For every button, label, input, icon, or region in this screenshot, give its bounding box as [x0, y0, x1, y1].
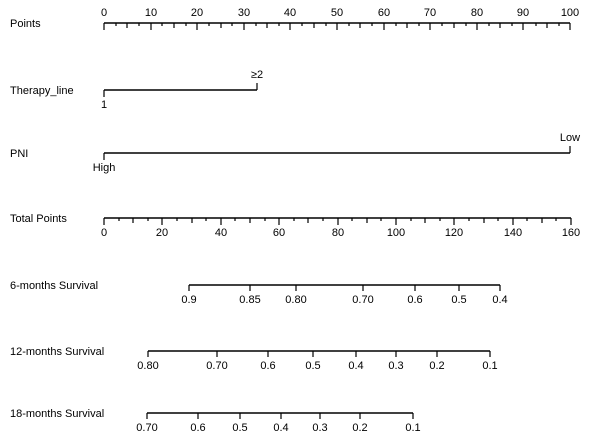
points-axis-tick-label: 40 [284, 7, 296, 19]
therapy-line-axis-title: Therapy_line [10, 85, 74, 97]
points-axis-tick-label: 90 [517, 7, 529, 19]
points-axis-tick-label: 20 [191, 7, 203, 19]
total-points-axis-tick-label: 80 [332, 227, 344, 239]
survival-18-months-axis-tick-label: 0.4 [273, 422, 288, 434]
points-axis-tick-label: 50 [331, 7, 343, 19]
therapy-line-axis-tick-label: ≥2 [251, 69, 263, 81]
survival-12-months-axis-row: 12-months Survival 0.80 0.70 0.6 0.5 0.4 0.3 0.… [10, 346, 498, 372]
therapy-line-axis-tick-label: 1 [101, 99, 107, 111]
total-points-axis-tick-label: 100 [387, 227, 405, 239]
total-points-axis-tick-label: 0 [101, 227, 107, 239]
pni-axis-tick-label: High [93, 162, 116, 174]
survival-12-months-axis-tick-label: 0.2 [429, 360, 444, 372]
points-axis-tick-label: 10 [145, 7, 157, 19]
survival-6-months-axis-tick-label: 0.85 [239, 294, 260, 306]
points-axis-title: Points [10, 18, 41, 30]
survival-6-months-axis-tick-label: 0.70 [352, 294, 373, 306]
total-points-axis-tick-label: 120 [445, 227, 463, 239]
points-axis-tick-label: 60 [378, 7, 390, 19]
total-points-axis-tick-label: 40 [215, 227, 227, 239]
total-points-axis-row: Total Points 0 20 40 60 80 100 120 140 160 [10, 213, 580, 239]
total-points-axis-title: Total Points [10, 213, 67, 225]
survival-18-months-axis-tick-label: 0.70 [136, 422, 157, 434]
survival-12-months-axis-tick-label: 0.3 [388, 360, 403, 372]
survival-6-months-axis-tick-label: 0.4 [492, 294, 507, 306]
survival-12-months-axis-tick-label: 0.70 [206, 360, 227, 372]
survival-12-months-axis-tick-label: 0.1 [482, 360, 497, 372]
survival-6-months-axis-tick-label: 0.6 [407, 294, 422, 306]
points-axis-row: Points 0 10 20 30 40 50 60 70 80 90 100 [10, 7, 579, 30]
survival-18-months-axis-tick-label: 0.3 [312, 422, 327, 434]
survival-6-months-axis-tick-label: 0.9 [181, 294, 196, 306]
points-axis-tick-label: 100 [561, 7, 579, 19]
total-points-axis-tick-label: 140 [504, 227, 522, 239]
survival-18-months-axis-row: 18-months Survival 0.70 0.6 0.5 0.4 0.3 0.2 0.1 [10, 408, 421, 434]
total-points-axis-tick-label: 20 [156, 227, 168, 239]
therapy-line-axis-row: Therapy_line 1 ≥2 [10, 69, 263, 111]
pni-axis-tick-label: Low [560, 132, 580, 144]
total-points-axis-tick-label: 60 [273, 227, 285, 239]
survival-18-months-axis-tick-label: 0.1 [405, 422, 420, 434]
points-axis-tick-label: 80 [471, 7, 483, 19]
survival-6-months-axis-tick-label: 0.5 [451, 294, 466, 306]
survival-18-months-axis-title: 18-months Survival [10, 408, 104, 420]
survival-6-months-axis-tick-label: 0.80 [285, 294, 306, 306]
total-points-axis-tick-label: 160 [562, 227, 580, 239]
survival-6-months-axis-row: 6-months Survival 0.9 0.85 0.80 0.70 0.6 0.5 0.… [10, 280, 508, 306]
points-axis-tick-label: 70 [424, 7, 436, 19]
pni-axis-title: PNI [10, 148, 28, 160]
survival-12-months-axis-title: 12-months Survival [10, 346, 104, 358]
survival-12-months-axis-tick-label: 0.5 [305, 360, 320, 372]
survival-12-months-axis-tick-label: 0.80 [137, 360, 158, 372]
points-axis-tick-label: 30 [238, 7, 250, 19]
survival-12-months-axis-tick-label: 0.6 [260, 360, 275, 372]
survival-18-months-axis-tick-label: 0.2 [352, 422, 367, 434]
pni-axis-row: PNI High Low [10, 132, 580, 174]
points-axis-tick-label: 0 [101, 7, 107, 19]
survival-18-months-axis-tick-label: 0.5 [232, 422, 247, 434]
survival-12-months-axis-tick-label: 0.4 [348, 360, 363, 372]
survival-6-months-axis-title: 6-months Survival [10, 280, 98, 292]
survival-18-months-axis-tick-label: 0.6 [190, 422, 205, 434]
